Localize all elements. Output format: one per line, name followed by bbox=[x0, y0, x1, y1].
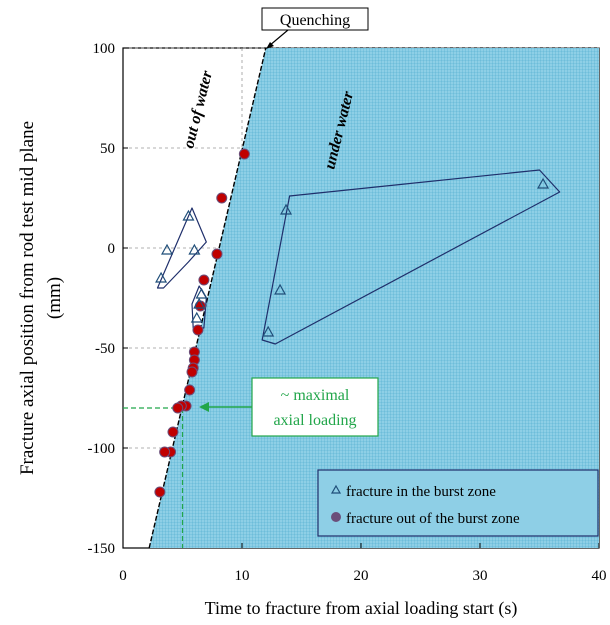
y-tick-label: 0 bbox=[108, 241, 116, 257]
point-in-burst-zone bbox=[274, 283, 287, 295]
legend: fracture in the burst zone fracture out … bbox=[317, 469, 599, 537]
point-in-burst-zone bbox=[280, 203, 293, 215]
max-loading-box bbox=[251, 377, 379, 437]
point-in-burst-zone bbox=[182, 209, 195, 221]
point-out-of-burst-zone bbox=[186, 366, 198, 378]
point-out-of-burst-zone bbox=[159, 446, 171, 458]
cluster-outline bbox=[261, 169, 561, 345]
point-out-of-burst-zone bbox=[238, 148, 250, 160]
legend-triangle-marker bbox=[330, 484, 342, 494]
quenching-arrow bbox=[268, 29, 289, 47]
point-out-of-burst-zone bbox=[211, 248, 223, 260]
y-tick-label: -50 bbox=[95, 341, 115, 357]
legend-label-burst: fracture in the burst zone bbox=[346, 484, 496, 500]
x-axis-ticks: 0 10 20 30 40 bbox=[119, 543, 607, 584]
y-tick-label: 100 bbox=[93, 41, 116, 57]
point-out-of-burst-zone bbox=[154, 486, 166, 498]
cluster-outline bbox=[156, 207, 207, 289]
point-out-of-burst-zone bbox=[184, 384, 196, 396]
max-loading-label-line1: ~ maximal bbox=[281, 387, 350, 404]
max-loading-label-line2: axial loading bbox=[273, 412, 356, 429]
quenching-box bbox=[261, 7, 369, 31]
y-tick-label: -150 bbox=[88, 541, 116, 557]
point-in-burst-zone bbox=[190, 311, 203, 323]
x-tick-label: 30 bbox=[473, 568, 488, 584]
y-tick-label: -100 bbox=[88, 441, 116, 457]
quenching-arrowhead bbox=[266, 42, 274, 49]
legend-box bbox=[317, 469, 599, 537]
point-out-of-burst-zone bbox=[198, 274, 210, 286]
x-tick-label: 40 bbox=[592, 568, 607, 584]
region-label-out-of-water: out of water bbox=[180, 68, 216, 150]
legend-label-out: fracture out of the burst zone bbox=[346, 511, 520, 527]
series-in-burst-zone bbox=[155, 177, 550, 337]
boundary-dashed-line bbox=[148, 47, 267, 549]
point-in-burst-zone bbox=[195, 287, 208, 299]
quenching-label: Quenching bbox=[280, 12, 350, 29]
point-out-of-burst-zone bbox=[172, 402, 184, 414]
legend-circle-marker bbox=[331, 512, 341, 522]
x-tick-label: 20 bbox=[354, 568, 369, 584]
y-axis-title-line1: Fracture axial position from rod test mi… bbox=[17, 121, 38, 475]
series-out-of-burst-zone bbox=[154, 148, 250, 498]
x-axis-title: Time to fracture from axial loading star… bbox=[205, 598, 518, 619]
point-in-burst-zone bbox=[155, 271, 168, 283]
point-out-of-burst-zone bbox=[216, 192, 228, 204]
y-tick-label: 50 bbox=[100, 141, 115, 157]
point-in-burst-zone bbox=[193, 297, 206, 309]
y-axis-ticks: 100 50 0 -50 -100 -150 bbox=[88, 41, 128, 557]
x-tick-label: 10 bbox=[235, 568, 250, 584]
point-in-burst-zone bbox=[188, 243, 201, 255]
point-in-burst-zone bbox=[537, 177, 550, 189]
y-axis-title-line2: (mm) bbox=[44, 277, 65, 319]
boundary-line bbox=[148, 47, 267, 549]
point-out-of-burst-zone bbox=[167, 426, 179, 438]
point-out-of-burst-zone bbox=[192, 324, 204, 336]
x-tick-label: 0 bbox=[119, 568, 127, 584]
max-loading-arrowhead bbox=[199, 402, 209, 412]
point-in-burst-zone bbox=[262, 325, 275, 337]
point-in-burst-zone bbox=[161, 243, 174, 255]
